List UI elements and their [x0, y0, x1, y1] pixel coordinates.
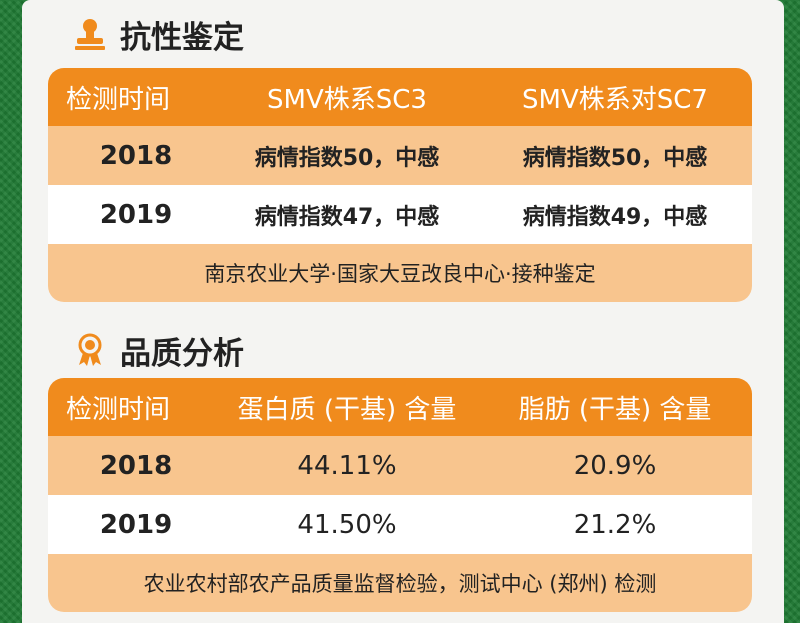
table-row: 2019 41.50% 21.2%	[48, 495, 752, 554]
quality-section-title: 品质分析	[72, 328, 244, 372]
row-protein-value: 44.11%	[297, 450, 397, 481]
row-sc7-value: 病情指数50，中感	[522, 145, 708, 171]
table-row: 2018 44.11% 20.9%	[48, 436, 752, 495]
table-header-row: 检测时间 蛋白质 (干基) 含量 脂肪 (干基) 含量	[48, 378, 752, 436]
header-sc3: SMV株系SC3	[267, 84, 427, 115]
header-sc7: SMV株系对SC7	[522, 84, 708, 115]
row-fat-value: 20.9%	[573, 450, 657, 481]
row-year: 2019	[99, 199, 173, 230]
header-protein: 蛋白质 (干基) 含量	[237, 394, 457, 425]
resistance-title-text: 抗性鉴定	[120, 19, 244, 56]
header-test-time: 检测时间	[66, 84, 171, 115]
quality-table: 检测时间 蛋白质 (干基) 含量 脂肪 (干基) 含量 2018 44.11% …	[48, 378, 752, 612]
resistance-table: 检测时间 SMV株系SC3 SMV株系对SC7 2018 病情指数50，中感 病…	[48, 68, 752, 302]
quality-footer: 农业农村部农产品质量监督检验，测试中心 (郑州) 检测	[48, 554, 752, 612]
row-year: 2019	[99, 509, 173, 540]
resistance-section-title: 抗性鉴定	[72, 12, 244, 56]
header-test-time: 检测时间	[66, 394, 171, 425]
seal-stamp-icon	[75, 19, 105, 50]
header-fat: 脂肪 (干基) 含量	[518, 394, 712, 425]
table-row: 2018 病情指数50，中感 病情指数50，中感	[48, 126, 752, 185]
award-ribbon-icon	[78, 333, 102, 366]
row-year: 2018	[99, 450, 173, 481]
table-header-row: 检测时间 SMV株系SC3 SMV株系对SC7	[48, 68, 752, 126]
row-year: 2018	[99, 140, 173, 171]
quality-title-text: 品质分析	[120, 335, 244, 372]
row-sc3-value: 病情指数50，中感	[254, 145, 440, 171]
row-sc3-value: 病情指数47，中感	[254, 204, 440, 230]
row-protein-value: 41.50%	[297, 509, 397, 540]
row-sc7-value: 病情指数49，中感	[522, 204, 708, 230]
table-row: 2019 病情指数47，中感 病情指数49，中感	[48, 185, 752, 244]
resistance-footer: 南京农业大学·国家大豆改良中心·接种鉴定	[48, 244, 752, 302]
row-fat-value: 21.2%	[573, 509, 657, 540]
